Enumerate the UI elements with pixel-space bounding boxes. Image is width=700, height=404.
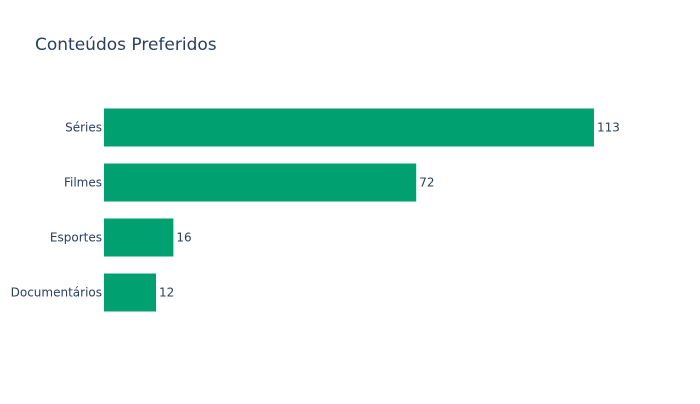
- data-label-3: 12: [159, 286, 174, 300]
- bar-0: [104, 108, 594, 147]
- y-tick-label-2: Esportes: [50, 231, 102, 245]
- data-label-2: 16: [176, 231, 191, 245]
- data-label-0: 113: [597, 121, 620, 135]
- chart-title: Conteúdos Preferidos: [35, 35, 217, 55]
- bar-1: [104, 163, 417, 202]
- bar-3: [104, 273, 157, 312]
- data-label-1: 72: [419, 176, 434, 190]
- y-tick-label-1: Filmes: [64, 176, 102, 190]
- y-tick-label-3: Documentários: [11, 286, 102, 300]
- bar-2: [104, 218, 174, 257]
- plot-area: Séries 113 Filmes 72 Esportes 16 Documentários…: [11, 108, 620, 312]
- y-tick-label-0: Séries: [65, 121, 102, 135]
